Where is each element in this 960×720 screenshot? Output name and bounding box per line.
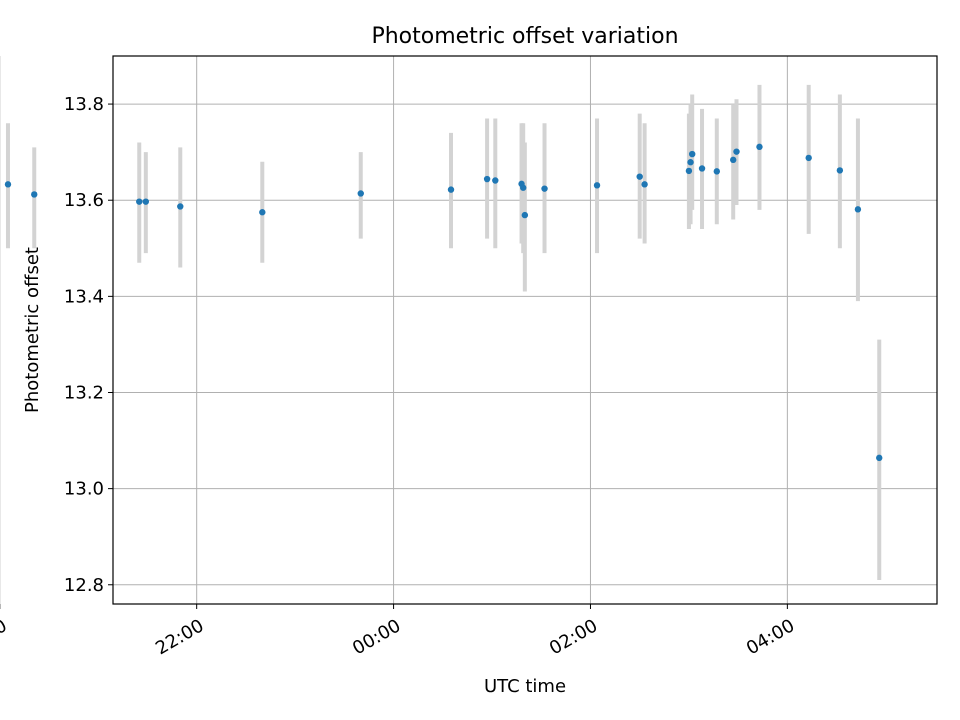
data-point	[756, 143, 763, 151]
data-point	[636, 173, 643, 180]
data-point	[687, 159, 694, 166]
data-point	[4, 181, 12, 188]
data-point	[593, 182, 601, 189]
x-axis-label: UTC time	[484, 676, 566, 697]
data-point	[805, 154, 812, 162]
data-point	[31, 191, 38, 198]
data-point	[854, 206, 862, 213]
y-tick-label: 13.8	[64, 94, 104, 115]
data-point	[688, 150, 696, 158]
data-point	[136, 198, 143, 205]
plot-frame	[112, 55, 938, 605]
data-point	[142, 198, 150, 205]
data-point	[733, 148, 740, 155]
chart-title: Photometric offset variation	[371, 24, 678, 49]
y-tick-label: 13.6	[64, 190, 104, 211]
y-tick-label: 13.0	[64, 479, 104, 500]
data-point	[685, 167, 693, 175]
data-point	[483, 175, 491, 183]
y-axis-label: Photometric offset	[22, 247, 43, 413]
y-tick-label: 13.2	[64, 382, 104, 403]
data-point	[730, 156, 737, 164]
data-point	[698, 165, 706, 172]
data-point	[713, 168, 721, 175]
data-point	[519, 184, 527, 191]
data-point	[876, 454, 883, 462]
data-point	[357, 190, 364, 197]
data-point	[641, 181, 648, 188]
y-tick-label: 13.4	[64, 286, 104, 307]
data-point	[541, 185, 548, 192]
y-axis-ticks: 12.8 13.0 13.2 13.4 13.6 13.8	[64, 94, 113, 596]
y-tick-label: 12.8	[64, 575, 104, 596]
data-point	[177, 203, 184, 210]
data-point	[836, 167, 844, 174]
data-point	[259, 209, 266, 216]
data-points	[4, 143, 883, 462]
data-point	[447, 186, 455, 193]
data-point	[492, 177, 499, 184]
data-point	[521, 211, 529, 219]
